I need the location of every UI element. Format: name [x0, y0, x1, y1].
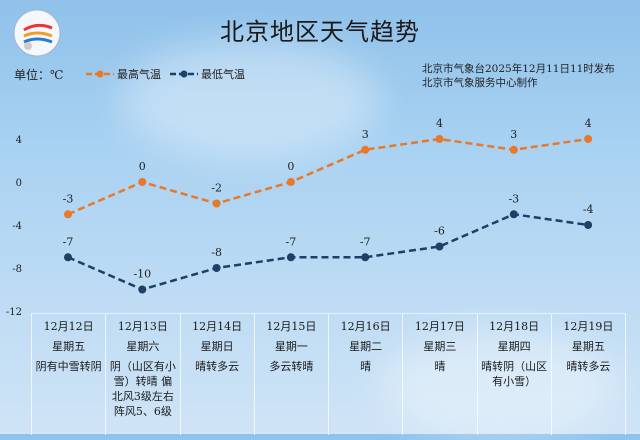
data-point	[286, 178, 295, 186]
data-point	[64, 253, 72, 262]
cloud-background	[120, 40, 380, 160]
legend-low-marker-icon	[170, 70, 198, 78]
y-tick-label: -4	[12, 221, 22, 232]
data-point	[435, 242, 444, 251]
forecast-day-column: 12月12日 星期五 阴有中雪转阴	[31, 314, 105, 435]
weather-service-logo	[13, 9, 61, 57]
producer-line: 北京市气象服务中心制作	[422, 77, 538, 89]
data-label: -7	[360, 235, 371, 248]
data-point	[361, 253, 370, 262]
data-label: 3	[362, 128, 369, 141]
y-tick-label: 0	[16, 178, 22, 189]
data-point	[212, 199, 221, 208]
data-point	[286, 253, 295, 262]
data-point	[361, 145, 370, 154]
day-weather: 晴转阴（山区有小雪）	[481, 360, 548, 388]
forecast-day-column: 12月13日 星期六 阴（山区有小雪）转晴 偏北风3级左右 阵风5、6级	[105, 314, 179, 435]
day-date: 12月15日	[266, 320, 317, 333]
cloud-background	[380, 330, 620, 440]
day-date: 12月16日	[340, 320, 391, 333]
legend-low-label: 最低气温	[201, 68, 245, 81]
data-point	[509, 145, 518, 154]
data-label: -4	[583, 203, 594, 216]
data-label: 0	[139, 160, 146, 173]
day-weather: 晴转多云	[566, 360, 611, 373]
data-label: -6	[434, 225, 445, 238]
data-label: -2	[211, 182, 222, 195]
data-label: -7	[286, 235, 297, 248]
data-label: -3	[508, 192, 519, 205]
data-label: 0	[287, 160, 294, 173]
unit-label: 单位：℃	[14, 68, 64, 82]
data-point	[138, 285, 147, 294]
day-date: 12月14日	[192, 320, 243, 333]
forecast-day-column: 12月19日 星期五 晴转多云	[550, 314, 626, 435]
legend-item-high: 最高气温	[86, 66, 161, 82]
day-date: 12月12日	[43, 320, 94, 333]
data-label: -10	[133, 268, 151, 281]
day-weather: 阴（山区有小雪）转晴 偏北风3级左右 阵风5、6级	[109, 360, 176, 418]
day-weekday: 星期六	[126, 340, 160, 353]
forecast-day-column: 12月16日 星期二 晴	[328, 314, 402, 435]
series-line-low	[67, 212, 589, 291]
data-label: 4	[436, 117, 443, 130]
y-tick-label: -12	[6, 307, 22, 318]
page-title: 北京地区天气趋势	[220, 18, 420, 46]
data-label: -3	[63, 192, 74, 205]
data-label: 4	[585, 117, 592, 130]
day-weather: 晴	[360, 360, 372, 373]
forecast-day-column: 12月14日 星期日 晴转多云	[179, 314, 254, 435]
data-point	[584, 221, 593, 229]
forecast-day-column: 12月15日 星期一 多云转晴	[253, 314, 328, 435]
legend-high-marker-icon	[86, 70, 114, 78]
publisher-info: 北京市气象台2025年12月11日11时发布 北京市气象服务中心制作	[422, 62, 615, 90]
data-point	[435, 135, 444, 143]
data-label: 3	[510, 128, 517, 141]
day-weekday: 星期二	[349, 340, 383, 353]
day-date: 12月19日	[563, 320, 614, 333]
forecast-table: 12月12日 星期五 阴有中雪转阴 12月13日 星期六 阴（山区有小雪）转晴 偏…	[31, 313, 626, 435]
day-weather: 晴转多云	[195, 360, 240, 373]
series-line-high	[67, 137, 589, 216]
day-date: 12月17日	[414, 320, 465, 333]
y-tick-label: 4	[16, 135, 22, 146]
day-weekday: 星期五	[52, 340, 86, 353]
legend-item-low: 最低气温	[170, 66, 245, 82]
day-weekday: 星期四	[497, 340, 531, 353]
day-weather: 多云转晴	[269, 360, 314, 373]
legend-high-label: 最高气温	[117, 68, 161, 81]
day-weekday: 星期三	[423, 340, 457, 353]
data-point	[509, 210, 518, 219]
data-point	[212, 264, 221, 272]
day-date: 12月18日	[489, 320, 540, 333]
data-point	[138, 178, 147, 186]
data-label: -8	[211, 246, 222, 259]
day-weather: 晴	[434, 360, 446, 373]
y-tick-label: -8	[12, 264, 22, 275]
data-point	[64, 210, 72, 219]
day-weekday: 星期五	[571, 340, 605, 353]
publisher-line: 北京市气象台2025年12月11日11时发布	[422, 63, 615, 75]
day-date: 12月13日	[117, 320, 168, 333]
day-weekday: 星期日	[200, 340, 234, 353]
data-label: -7	[63, 235, 74, 248]
day-weather: 阴有中雪转阴	[35, 360, 102, 373]
data-point	[584, 135, 593, 143]
day-weekday: 星期一	[274, 340, 308, 353]
forecast-day-column: 12月18日 星期四 晴转阴（山区有小雪）	[476, 314, 551, 435]
forecast-day-column: 12月17日 星期三 晴	[402, 314, 476, 435]
